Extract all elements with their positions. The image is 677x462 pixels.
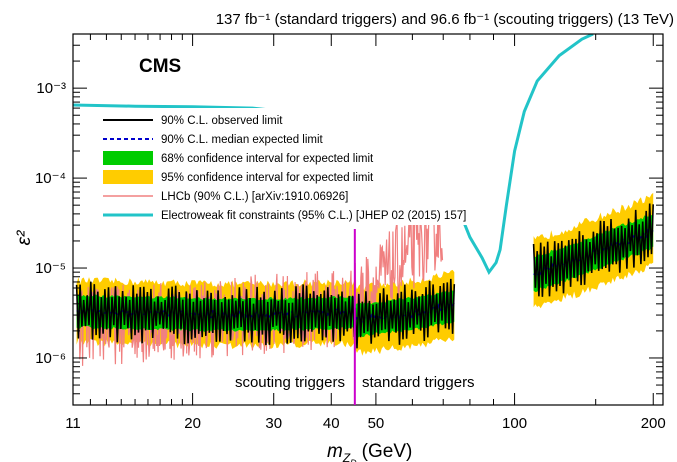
y-tick-label: 10⁻⁴ [35,170,66,187]
legend-entry: LHCb (90% C.L.) [arXiv:1910.06926] [103,191,348,203]
plot-area [73,34,654,366]
x-tick-label: 11 [65,415,81,432]
legend-label: 95% confidence interval for expected lim… [161,172,374,184]
legend-label: LHCb (90% C.L.) [arXiv:1910.06926] [161,191,348,203]
x-tick-label: 20 [184,415,201,432]
legend-entry: Electroweak fit constraints (95% C.L.) [… [103,210,466,222]
observed-limit-segment-0 [75,281,356,346]
legend: 90% C.L. observed limit 90% C.L. median e… [96,108,488,225]
observed-limit-segment-2 [532,203,654,297]
observed-limit-segment-1 [354,278,456,349]
x-axis-title: mZD (GeV) [327,441,412,462]
legend-label: Electroweak fit constraints (95% C.L.) [… [161,210,466,222]
legend-label: 68% confidence interval for expected lim… [161,153,374,165]
luminosity-label: 137 fb⁻¹ (standard triggers) and 96.6 fb… [216,11,674,28]
legend-swatch-band68 [103,151,153,165]
x-axis-title-sub: Z [342,451,351,462]
legend-background [96,108,488,225]
y-tick-label: 10⁻⁶ [35,350,66,367]
x-tick-label: 30 [265,415,282,432]
x-axis-title-subsub: D [350,458,357,462]
legend-label: 90% C.L. observed limit [161,115,283,127]
x-tick-label: 100 [502,415,527,432]
legend-label: 90% C.L. median expected limit [161,134,324,146]
experiment-label: CMS [139,56,181,77]
axes: 11 20 30 40 50 100 200 10⁻⁶ 10⁻⁵ 10⁻⁴ 10⁻³ [35,33,666,432]
legend-swatch-band95 [103,170,153,184]
region-label-scouting: scouting triggers [235,374,345,391]
y-tick-label: 10⁻³ [36,80,66,97]
x-tick-label: 200 [641,415,666,432]
legend-entry: 90% C.L. observed limit [103,115,283,127]
x-axis-title-m: m [327,441,343,462]
svg-text:mZD(GeV): mZD (GeV) [327,441,412,462]
x-tick-label: 40 [323,415,340,432]
legend-entry: 95% confidence interval for expected lim… [103,170,374,184]
x-tick-label: 50 [368,415,385,432]
legend-entry: 68% confidence interval for expected lim… [103,151,374,165]
legend-entry: 90% C.L. median expected limit [103,134,324,146]
y-axis-title: ε² [14,230,35,245]
plot-border [72,33,664,406]
region-label-standard: standard triggers [362,374,475,391]
y-tick-label: 10⁻⁵ [35,260,66,277]
x-axis-title-unit: (GeV) [362,441,413,462]
